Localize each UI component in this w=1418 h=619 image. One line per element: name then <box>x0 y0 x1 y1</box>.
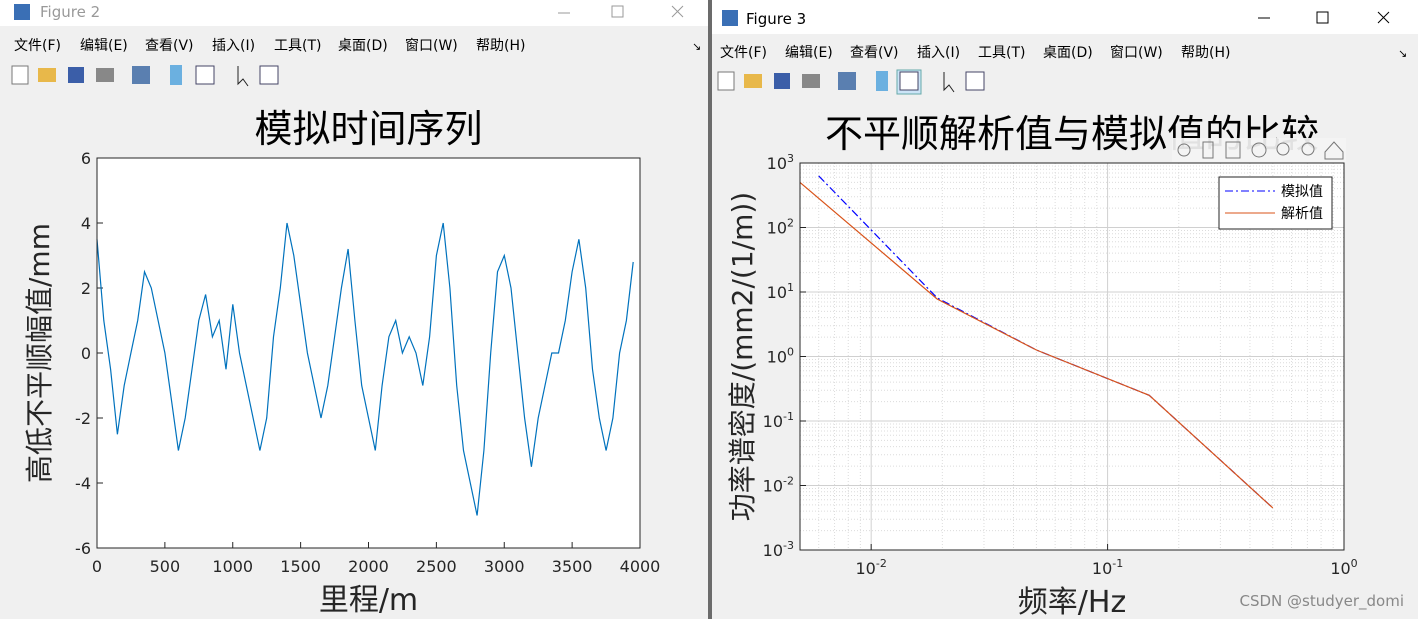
legend-label: 解析值 <box>1281 206 1323 222</box>
tick-base: 10 <box>1330 559 1350 578</box>
menu-item[interactable]: 帮助(H) <box>1181 45 1230 61</box>
tick-label: -4 <box>75 474 91 493</box>
tick-label: 3500 <box>552 557 593 576</box>
maximize-button[interactable] <box>1316 11 1329 24</box>
tick-base: 10 <box>1092 559 1112 578</box>
tick-label: 500 <box>150 557 181 576</box>
tick-exponent: 1 <box>787 281 794 294</box>
tick-base: 10 <box>763 477 783 496</box>
menu-item[interactable]: 查看(V) <box>850 45 899 61</box>
tick-base: 10 <box>767 348 787 367</box>
tick-label: -2 <box>75 409 91 428</box>
menu-arrow: ↘ <box>692 40 701 53</box>
menu-arrow: ↘ <box>1398 47 1407 60</box>
menu-item[interactable]: 插入(I) <box>917 45 960 61</box>
tick-exponent: -2 <box>783 475 794 488</box>
tick-label: 100 <box>767 346 794 367</box>
title-bar <box>712 0 1418 34</box>
tick-exponent: 0 <box>787 346 794 359</box>
data-line <box>799 181 1274 509</box>
tick-label: 3000 <box>484 557 525 576</box>
tick-label: 10-2 <box>856 557 887 578</box>
window-gap <box>708 0 712 619</box>
chart-title: 模拟时间序列 <box>254 107 482 151</box>
tick-exponent: 3 <box>787 152 794 165</box>
tick-exponent: -3 <box>783 539 794 552</box>
y-axis-label: 功率谱密度/(mm2/(1/m)) <box>726 192 759 521</box>
tick-base: 10 <box>767 219 787 238</box>
menu-item[interactable]: 文件(F) <box>14 38 61 54</box>
tick-label: 10-1 <box>763 410 794 431</box>
axes-toolbar <box>1172 138 1346 162</box>
charts: 0 500 1000 1500 2000 2500 3000 3500 4000-6-4-202… <box>23 107 1358 619</box>
tick-label: 10-1 <box>1092 557 1123 578</box>
close-button[interactable] <box>1377 11 1390 24</box>
tick-exponent: -2 <box>876 557 887 570</box>
tick-base: 10 <box>763 412 783 431</box>
tick-label: 2500 <box>416 557 457 576</box>
x-axis-label: 里程/m <box>319 583 418 618</box>
menu-bar: 文件(F) 编辑(E) 查看(V) 插入(I) 工具(T) 桌面(D) 窗口(W) 帮助(H)… <box>720 44 1407 61</box>
menu-item[interactable]: 编辑(E) <box>785 45 833 61</box>
menu-item[interactable]: 查看(V) <box>145 38 194 54</box>
plot-area <box>97 158 640 548</box>
close-button[interactable] <box>671 5 684 18</box>
tick-label: 102 <box>767 217 794 238</box>
tick-label: 2000 <box>348 557 389 576</box>
watermark: CSDN @studyer_domi <box>1239 592 1404 611</box>
tick-label: 10-3 <box>763 539 794 560</box>
tick-label: 1500 <box>280 557 321 576</box>
x-axis-label: 频率/Hz <box>1018 585 1126 619</box>
tick-base: 10 <box>763 541 783 560</box>
tick-base: 10 <box>767 154 787 173</box>
menu-item[interactable]: 窗口(W) <box>1110 44 1163 61</box>
window-title: Figure 3 <box>746 10 806 28</box>
toolbar <box>717 69 985 95</box>
axes-box <box>96 157 641 549</box>
tick-exponent: 2 <box>787 217 794 230</box>
tick-base: 10 <box>856 559 876 578</box>
tick-label: 2 <box>81 279 91 298</box>
tick-label: 101 <box>767 281 794 302</box>
menu-item[interactable]: 工具(T) <box>274 38 321 54</box>
legend <box>1218 176 1333 230</box>
legend-label: 模拟值 <box>1281 184 1323 200</box>
menu-item[interactable]: 桌面(D) <box>1043 45 1093 61</box>
data-line <box>96 222 634 516</box>
menu-item[interactable]: 桌面(D) <box>338 38 388 54</box>
axes-box <box>799 162 1345 551</box>
menu-item[interactable]: 窗口(W) <box>405 37 458 54</box>
tick-label: 100 <box>1330 557 1357 578</box>
menu-item[interactable]: 插入(I) <box>212 38 255 54</box>
tick-label: 1000 <box>212 557 253 576</box>
app-icon <box>722 10 738 26</box>
menu-item[interactable]: 编辑(E) <box>80 38 128 54</box>
menu-item[interactable]: 工具(T) <box>978 45 1025 61</box>
maximize-button[interactable] <box>611 5 624 18</box>
tick-base: 10 <box>767 283 787 302</box>
tick-label: 103 <box>767 152 794 173</box>
menu-item[interactable]: 文件(F) <box>720 45 767 61</box>
tick-exponent: -1 <box>783 410 794 423</box>
tick-label: 4000 <box>620 557 661 576</box>
title-bar <box>0 0 708 26</box>
tick-label: 0 <box>81 344 91 363</box>
tick-label: 0 <box>92 557 102 576</box>
tick-label: -6 <box>75 539 91 558</box>
y-axis-label: 高低不平顺幅值/mm <box>23 223 56 483</box>
menu-bar: 文件(F) 编辑(E) 查看(V) 插入(I) 工具(T) 桌面(D) 窗口(W) 帮助(H)… <box>14 37 701 54</box>
tick-exponent: -1 <box>1112 557 1123 570</box>
menu-item[interactable]: 帮助(H) <box>476 38 525 54</box>
window-title: Figure 2 <box>40 3 100 21</box>
tick-exponent: 0 <box>1351 557 1358 570</box>
toolbar <box>11 65 279 87</box>
tick-label: 4 <box>81 214 91 233</box>
tick-label: 10-2 <box>763 475 794 496</box>
tick-label: 6 <box>81 149 91 168</box>
app-icon <box>14 4 30 20</box>
